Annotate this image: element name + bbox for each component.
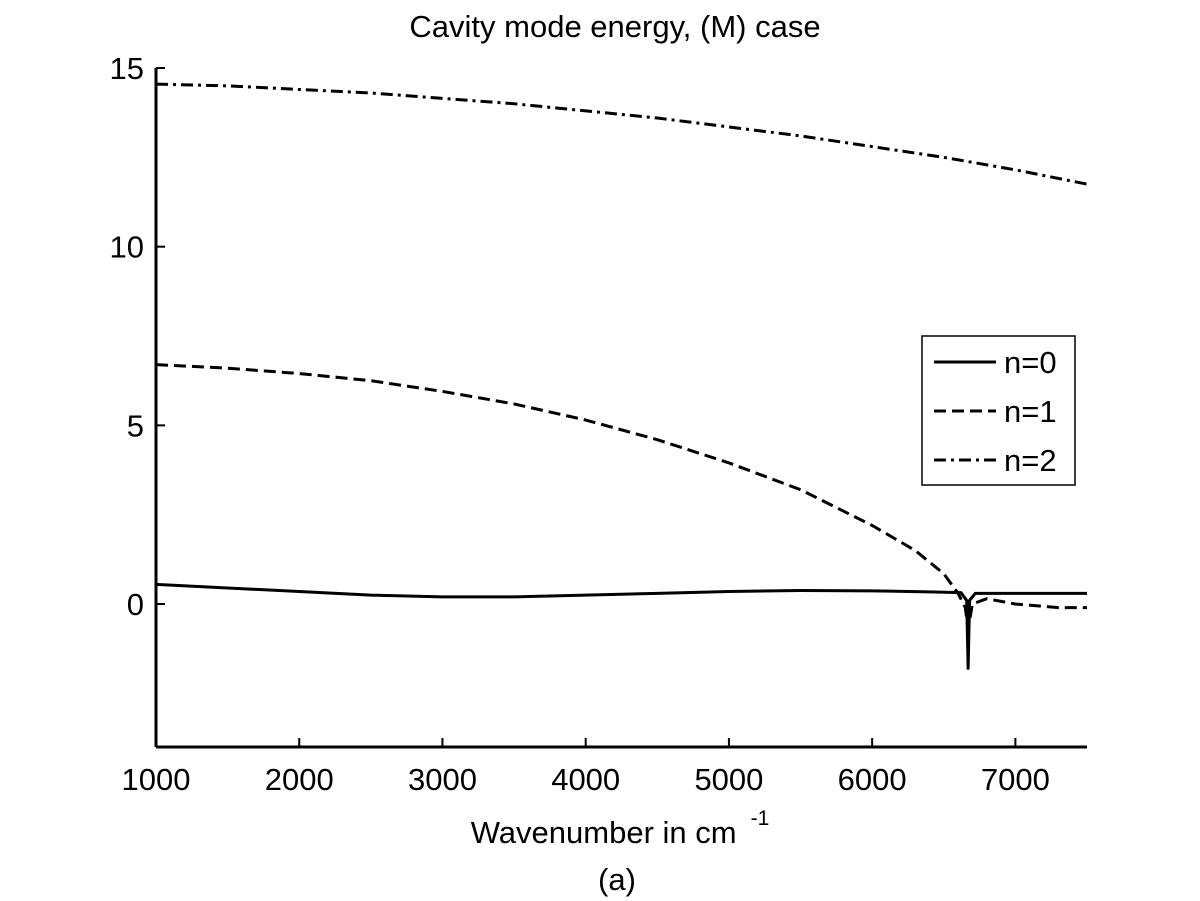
y-tick-label: 15 [110, 51, 144, 86]
y-tick-label: 0 [127, 587, 144, 622]
legend-label-n=0: n=0 [1004, 345, 1057, 380]
series-layer [155, 82, 1088, 670]
x-axis-label-text: Wavenumber in cm [471, 815, 737, 850]
axes-layer [154, 68, 1087, 749]
plot-area: 1000 2000 3000 4000 5000 6000 7000 0 5 10 15 [110, 51, 1088, 797]
x-axis-label-superscript: -1 [751, 807, 770, 830]
x-tick-label: 2000 [265, 762, 334, 797]
x-tick-label: 4000 [551, 762, 620, 797]
y-tick-label: 5 [127, 408, 144, 443]
x-tick-label: 1000 [122, 762, 191, 797]
legend: n=0 n=1 n=2 [921, 335, 1076, 486]
y-tick-label: 10 [110, 230, 144, 265]
chart-title: Cavity mode energy, (M) case [409, 9, 820, 44]
series-line-n=1 [155, 363, 1087, 631]
x-axis-label: Wavenumber in cm -1 [471, 807, 770, 850]
legend-label-n=1: n=1 [1004, 394, 1057, 429]
x-tick-label: 3000 [408, 762, 477, 797]
figure-caption: (a) [598, 862, 636, 897]
x-tick-label: 6000 [838, 762, 907, 797]
ticks-layer: 1000 2000 3000 4000 5000 6000 7000 0 5 10 15 [110, 51, 1050, 797]
series-line-n=0 [155, 582, 1087, 670]
legend-label-n=2: n=2 [1004, 443, 1057, 478]
x-tick-label: 5000 [694, 762, 763, 797]
series-line-n=2 [155, 82, 1088, 186]
x-tick-label: 7000 [981, 762, 1050, 797]
